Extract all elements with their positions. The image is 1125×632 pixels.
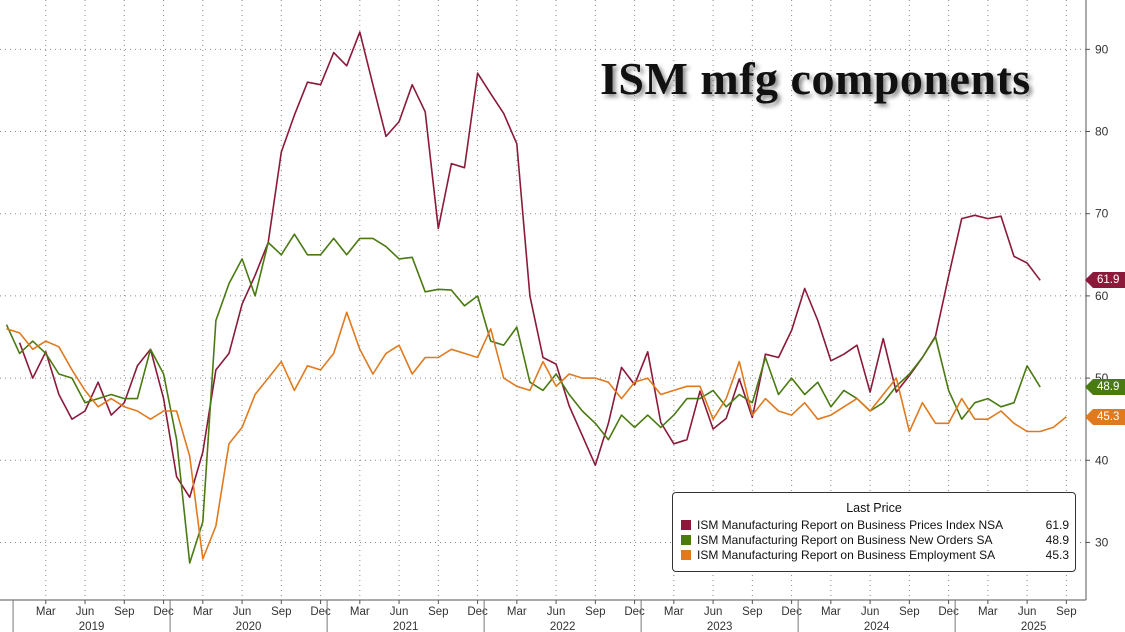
last-value-tag: 45.3 xyxy=(1085,408,1125,425)
x-year-label: 2022 xyxy=(550,621,576,632)
y-tick-label: 40 xyxy=(1095,453,1109,467)
x-tick-label: Mar xyxy=(193,606,213,618)
x-tick-label: Dec xyxy=(624,606,645,618)
y-tick-label: 70 xyxy=(1095,207,1109,221)
x-tick-label: Dec xyxy=(938,606,959,618)
legend-item-new-orders: ISM Manufacturing Report on Business New… xyxy=(673,533,1075,548)
legend-swatch xyxy=(681,520,691,530)
y-tick-label: 80 xyxy=(1095,125,1109,139)
legend-value: 48.9 xyxy=(1045,533,1069,547)
x-tick-label: Mar xyxy=(664,606,684,618)
y-tick-label: 60 xyxy=(1095,289,1109,303)
x-axis: Mar Jun Sep Dec Mar Jun Sep Dec Mar Jun Sep Dec Mar J… xyxy=(0,599,1086,632)
x-tick-label: Sep xyxy=(114,606,134,618)
legend-item-prices: ISM Manufacturing Report on Business Pri… xyxy=(673,518,1075,533)
last-value-tag: 48.9 xyxy=(1085,379,1125,396)
x-tick-label: Jun xyxy=(76,606,95,618)
legend-value: 61.9 xyxy=(1045,518,1069,532)
x-tick-label: Dec xyxy=(153,606,174,618)
legend-label: ISM Manufacturing Report on Business Pri… xyxy=(697,518,1004,532)
legend-swatch xyxy=(681,550,691,560)
legend-item-employment: ISM Manufacturing Report on Business Emp… xyxy=(673,548,1075,563)
x-year-label: 2023 xyxy=(707,621,733,632)
y-tick-label: 30 xyxy=(1095,535,1109,549)
x-tick-label: Jun xyxy=(704,606,723,618)
x-tick-label: Jun xyxy=(233,606,252,618)
x-year-label: 2020 xyxy=(236,621,262,632)
x-tick-label: Jun xyxy=(1018,606,1037,618)
x-year-label: 2021 xyxy=(393,621,419,632)
x-tick-label: Mar xyxy=(36,606,56,618)
legend-label: ISM Manufacturing Report on Business Emp… xyxy=(697,548,996,562)
legend-value: 45.3 xyxy=(1045,548,1069,562)
x-year-label: 2024 xyxy=(864,621,890,632)
last-value-tag: 61.9 xyxy=(1085,272,1125,289)
x-tick-label: Sep xyxy=(271,606,291,618)
x-tick-label: Mar xyxy=(350,606,370,618)
x-tick-label: Sep xyxy=(742,606,762,618)
x-tick-label: Jun xyxy=(861,606,880,618)
x-year-label: 2025 xyxy=(1021,621,1047,632)
x-tick-label: Dec xyxy=(310,606,331,618)
series-line xyxy=(6,311,1067,560)
series-lines xyxy=(5,31,1067,564)
x-tick-label: Sep xyxy=(899,606,919,618)
x-tick-label: Sep xyxy=(1056,606,1076,618)
x-tick-label: Dec xyxy=(781,606,802,618)
series-line xyxy=(18,31,1041,499)
x-tick-label: Dec xyxy=(467,606,488,618)
x-tick-label: Mar xyxy=(507,606,527,618)
legend-label: ISM Manufacturing Report on Business New… xyxy=(697,533,993,547)
legend-title: Last Price xyxy=(846,501,902,515)
y-tick-label: 90 xyxy=(1095,42,1109,56)
x-tick-label: Jun xyxy=(390,606,409,618)
chart-title: ISM mfg components xyxy=(600,53,1031,104)
x-tick-label: Sep xyxy=(585,606,605,618)
x-tick-label: Mar xyxy=(978,606,998,618)
x-tick-label: Jun xyxy=(547,606,566,618)
x-tick-label: Mar xyxy=(821,606,841,618)
legend-swatch xyxy=(681,535,691,545)
x-year-label: 2019 xyxy=(79,621,105,632)
x-tick-label: Sep xyxy=(428,606,448,618)
chart-legend: Last Price ISM Manufacturing Report on B… xyxy=(672,492,1076,572)
